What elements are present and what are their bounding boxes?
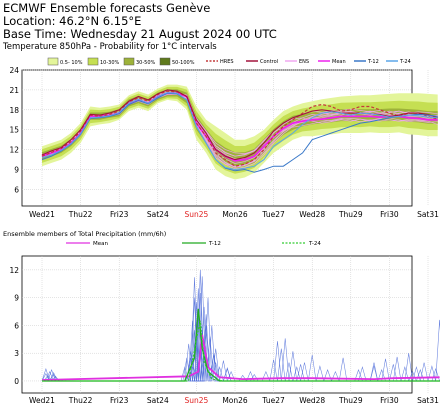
precip-day-label-tue27: Tue27 bbox=[261, 396, 285, 405]
legend-swatch-10-30 bbox=[87, 57, 99, 66]
precip-ytick-label: 6 bbox=[14, 321, 19, 330]
precip-day-label-thu22: Thu22 bbox=[68, 396, 93, 405]
temp-day-label-mon26: Mon26 bbox=[222, 210, 248, 219]
temp-day-label-thu29: Thu29 bbox=[338, 210, 363, 219]
precip-day-label-sat31: Sat31 bbox=[417, 396, 439, 405]
header-location: Location: 46.2°N 6.15°E bbox=[3, 14, 142, 28]
precip-title: Ensemble members of Total Precipitation … bbox=[3, 230, 166, 238]
legend-label-0-5-10: 0.5- 10% bbox=[60, 60, 83, 66]
precip-day-label-wed21: Wed21 bbox=[29, 396, 55, 405]
temp-day-label-thu22: Thu22 bbox=[68, 210, 93, 219]
series-line-t-12 bbox=[41, 92, 438, 173]
legend-label-t-12: T-12 bbox=[367, 59, 379, 65]
precip-day-label-thu29: Thu29 bbox=[338, 396, 363, 405]
temp-ytick-label: 15 bbox=[9, 126, 19, 135]
legend-label-mean: Mean bbox=[332, 59, 346, 65]
legend-label-50-100: 50-100% bbox=[172, 60, 195, 66]
temp-ytick-label: 12 bbox=[9, 146, 19, 155]
legend-label-ens: ENS bbox=[299, 59, 309, 65]
precip-plot-frame bbox=[21, 255, 413, 394]
legend-swatch-30-50 bbox=[123, 57, 135, 66]
series-line-hres bbox=[41, 90, 438, 167]
precip-day-label-fri30: Fri30 bbox=[380, 396, 399, 405]
legend-label-10-30: 10-30% bbox=[100, 60, 120, 66]
temp-day-label-tue27: Tue27 bbox=[261, 210, 285, 219]
ens-member-line bbox=[41, 92, 438, 164]
precip-legend-label-t-24: T-24 bbox=[308, 241, 321, 247]
precip-ytick-label: 0 bbox=[14, 377, 19, 386]
precip-day-label-fri23: Fri23 bbox=[110, 396, 129, 405]
temp-day-label-sat24: Sat24 bbox=[147, 210, 169, 219]
precip-series-t-12 bbox=[42, 308, 440, 382]
temp-ytick-label: 18 bbox=[9, 106, 19, 115]
precip-series-t-24 bbox=[42, 320, 440, 382]
temp-day-label-fri23: Fri23 bbox=[110, 210, 129, 219]
prob-band-30-50 bbox=[42, 89, 438, 169]
temp-ytick-label: 6 bbox=[14, 185, 19, 194]
legend-label-hres: HRES bbox=[220, 59, 234, 65]
precip-legend-label-mean: Mean bbox=[93, 241, 108, 247]
temp-day-label-fri30: Fri30 bbox=[380, 210, 399, 219]
precip-ytick-label: 3 bbox=[14, 349, 19, 358]
prob-band-10-30 bbox=[42, 86, 438, 174]
legend-label-control: Control bbox=[260, 59, 278, 65]
temp-day-label-sun25: Sun25 bbox=[184, 210, 208, 219]
legend-swatch-0-5-10 bbox=[47, 57, 59, 66]
legend-swatch-50-100 bbox=[159, 57, 171, 66]
precip-ytick-label: 9 bbox=[14, 294, 19, 303]
precip-ytick-label: 12 bbox=[9, 266, 19, 275]
temp-day-label-wed28: Wed28 bbox=[299, 210, 325, 219]
series-line-mean bbox=[41, 92, 438, 162]
temp-ytick-label: 9 bbox=[14, 166, 19, 175]
header-base-time: Base Time: Wednesday 21 August 2024 00 U… bbox=[3, 27, 277, 41]
precip-day-label-mon26: Mon26 bbox=[222, 396, 248, 405]
legend-label-t-24: T-24 bbox=[399, 59, 411, 65]
series-line-t-24 bbox=[41, 92, 438, 171]
precip-legend-label-t-12: T-12 bbox=[208, 241, 221, 247]
precip-day-label-wed28: Wed28 bbox=[299, 396, 325, 405]
precip-day-label-sun25: Sun25 bbox=[184, 396, 208, 405]
precip-day-label-sat24: Sat24 bbox=[147, 396, 169, 405]
temp-ytick-label: 24 bbox=[9, 66, 19, 75]
temp-ytick-label: 21 bbox=[9, 86, 19, 95]
temp-day-label-sat31: Sat31 bbox=[417, 210, 439, 219]
temp-day-label-wed21: Wed21 bbox=[29, 210, 55, 219]
header-title: ECMWF Ensemble forecasts Genève bbox=[3, 1, 211, 15]
legend-label-30-50: 30-50% bbox=[136, 60, 156, 66]
precip-series-mean bbox=[41, 334, 440, 381]
header-subtitle: Temperature 850hPa - Probability for 1°C… bbox=[3, 42, 217, 52]
